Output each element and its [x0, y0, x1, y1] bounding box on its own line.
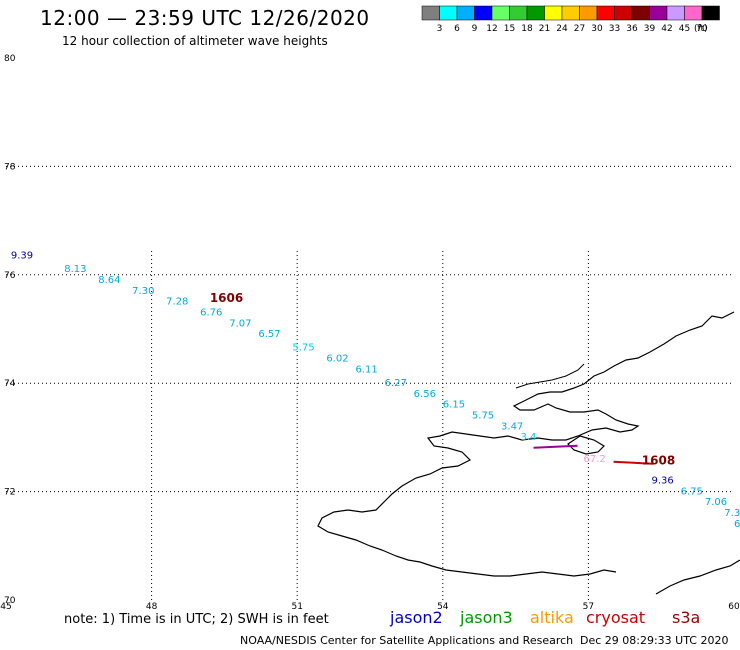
colorbar-label: 24 [556, 24, 568, 34]
wave-height-labels: 9.39 8.13 8.64 7.30 7.28 6.76 7.07 6.57 5.75 6.02… [11, 251, 740, 530]
wave-height-value: 6.75 [681, 486, 703, 497]
satellite-tracks [533, 444, 654, 465]
wave-height-value: 7.28 [166, 297, 188, 308]
track-segment [613, 460, 654, 465]
colorbar-label: 33 [609, 24, 620, 34]
x-tick-label: 54 [437, 602, 449, 612]
credit-line: NOAA/NESDIS Center for Satellite Applica… [240, 634, 574, 647]
wave-height-value: 6.02 [326, 354, 348, 365]
wave-height-value: 6 [734, 519, 740, 530]
coastline [317, 311, 740, 595]
colorbar-label: 42 [661, 24, 672, 34]
wave-height-value: 7.30 [132, 286, 154, 297]
colorbar-label: 12 [486, 24, 497, 34]
colorbar-label: 3 [437, 24, 443, 34]
colorbar-label: 27 [574, 24, 585, 34]
northern-inlet-coast [515, 363, 585, 389]
track-segment [533, 444, 578, 449]
wave-height-value: 5.75 [472, 410, 494, 421]
southern-island-coast [567, 435, 605, 455]
wave-height-value: 9.39 [11, 251, 33, 262]
y-tick-label: 78 [4, 162, 16, 172]
y-tick-label: 80 [4, 54, 16, 64]
colorbar-label: 30 [591, 24, 603, 34]
wave-height-value: 67.2 [584, 454, 606, 465]
wave-height-value: 6.76 [200, 307, 222, 318]
pass-time-label: 1608 [642, 454, 675, 468]
wave-height-value: 6.11 [355, 364, 377, 375]
mainland-coast [655, 559, 740, 595]
wave-height-value: 9.36 [651, 475, 673, 486]
colorbar-label: 45 [679, 24, 690, 34]
wave-height-value: 7.07 [229, 318, 251, 329]
satellite-altika: altika [530, 608, 574, 627]
colorbar-label: 21 [539, 24, 550, 34]
satellite-cryosat: cryosat [586, 608, 646, 627]
colorbar-label: 36 [626, 24, 638, 34]
y-tick-label: 72 [4, 488, 15, 498]
x-tick-label: 45 [0, 602, 11, 612]
pass-time-label: 1606 [210, 291, 243, 305]
wave-height-value: 6.27 [385, 378, 407, 389]
colorbar-label: 18 [521, 24, 533, 34]
wave-height-value: 5.75 [292, 343, 314, 354]
wave-height-value: 6.57 [258, 329, 280, 340]
satellite-jason3: jason3 [460, 608, 513, 627]
wave-height-value: 8.64 [98, 275, 120, 286]
x-tick-label: 57 [583, 602, 594, 612]
y-tick-label: 70 [4, 596, 16, 606]
wave-height-value: 6.15 [443, 400, 465, 411]
x-tick-label: 48 [146, 602, 158, 612]
grid-lines [6, 165, 734, 600]
satellite-s3a: s3a [672, 608, 701, 627]
color-legend: 3 6 9 12 15 18 21 24 27 30 33 36 39 42 45 70(ft) [421, 5, 720, 34]
y-tick-label: 74 [4, 379, 16, 389]
wave-height-value: 7.34 [724, 508, 740, 519]
footer-note: note: 1) Time is in UTC; 2) SWH is in fe… [64, 612, 329, 627]
wave-height-value: 3.47 [501, 421, 523, 432]
colorbar-unit: (ft) [694, 24, 708, 34]
chart-title: 12:00 — 23:59 UTC 12/26/2020 [40, 6, 370, 30]
generated-timestamp: Dec 29 08:29:33 UTC 2020 [580, 634, 729, 647]
colorbar-swatch [701, 5, 720, 21]
colorbar-label: 9 [472, 24, 478, 34]
wave-height-value: 7.06 [705, 497, 727, 508]
colorbar-label: 15 [504, 24, 515, 34]
wave-height-value: 8.13 [64, 264, 86, 275]
colorbar-label: 6 [454, 24, 460, 34]
satellite-jason2: jason2 [390, 608, 443, 627]
y-tick-label: 76 [4, 271, 16, 281]
x-tick-label: 51 [291, 602, 302, 612]
colorbar-label: 70 [696, 24, 708, 34]
wave-height-value: 6.56 [414, 389, 436, 400]
chart-subtitle: 12 hour collection of altimeter wave hei… [62, 34, 328, 48]
axis-tick-labels: 45 48 51 54 57 60 70 72 74 76 78 80 [0, 54, 740, 612]
colorbar-label: 39 [644, 24, 656, 34]
novaya-zemlya-coast [317, 311, 735, 577]
wave-height-value: 3.4 [520, 432, 536, 443]
x-tick-label: 60 [728, 602, 740, 612]
